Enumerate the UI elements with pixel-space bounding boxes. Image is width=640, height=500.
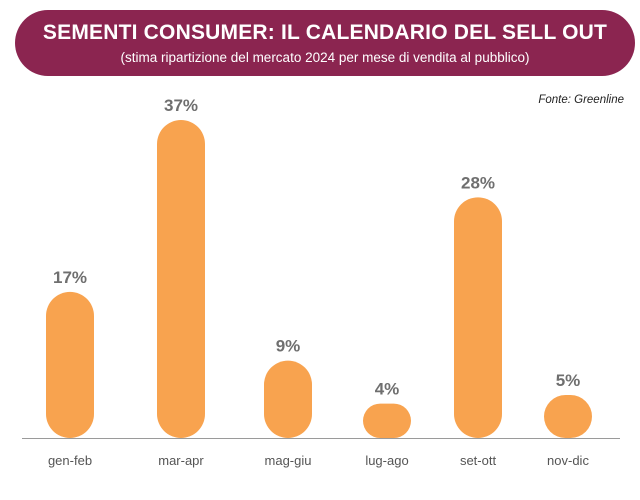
x-tick-label-set-ott: set-ott	[460, 453, 497, 468]
chart-title: SEMENTI CONSUMER: IL CALENDARIO DEL SELL…	[42, 21, 608, 44]
bar-nov-dic	[544, 395, 592, 438]
chart-subtitle: (stima ripartizione del mercato 2024 per…	[120, 50, 530, 65]
bar-set-ott	[454, 197, 502, 438]
value-label-gen-feb: 17%	[53, 268, 87, 287]
value-label-nov-dic: 5%	[556, 371, 581, 390]
x-tick-label-gen-feb: gen-feb	[48, 453, 92, 468]
x-tick-label-mag-giu: mag-giu	[265, 453, 312, 468]
bar-gen-feb	[46, 291, 94, 438]
title-banner: SEMENTI CONSUMER: IL CALENDARIO DEL SELL…	[15, 10, 635, 76]
source-note: Fonte: Greenline	[538, 94, 624, 106]
value-label-mar-apr: 37%	[164, 96, 198, 115]
x-tick-label-lug-ago: lug-ago	[365, 453, 408, 468]
x-tick-label-nov-dic: nov-dic	[547, 453, 589, 468]
value-label-mag-giu: 9%	[276, 337, 301, 356]
value-label-set-ott: 28%	[461, 173, 495, 192]
bar-mar-apr	[157, 120, 205, 438]
bar-mag-giu	[264, 360, 312, 438]
value-label-lug-ago: 4%	[375, 380, 400, 399]
x-tick-label-mar-apr: mar-apr	[158, 453, 204, 468]
bar-lug-ago	[363, 403, 411, 438]
